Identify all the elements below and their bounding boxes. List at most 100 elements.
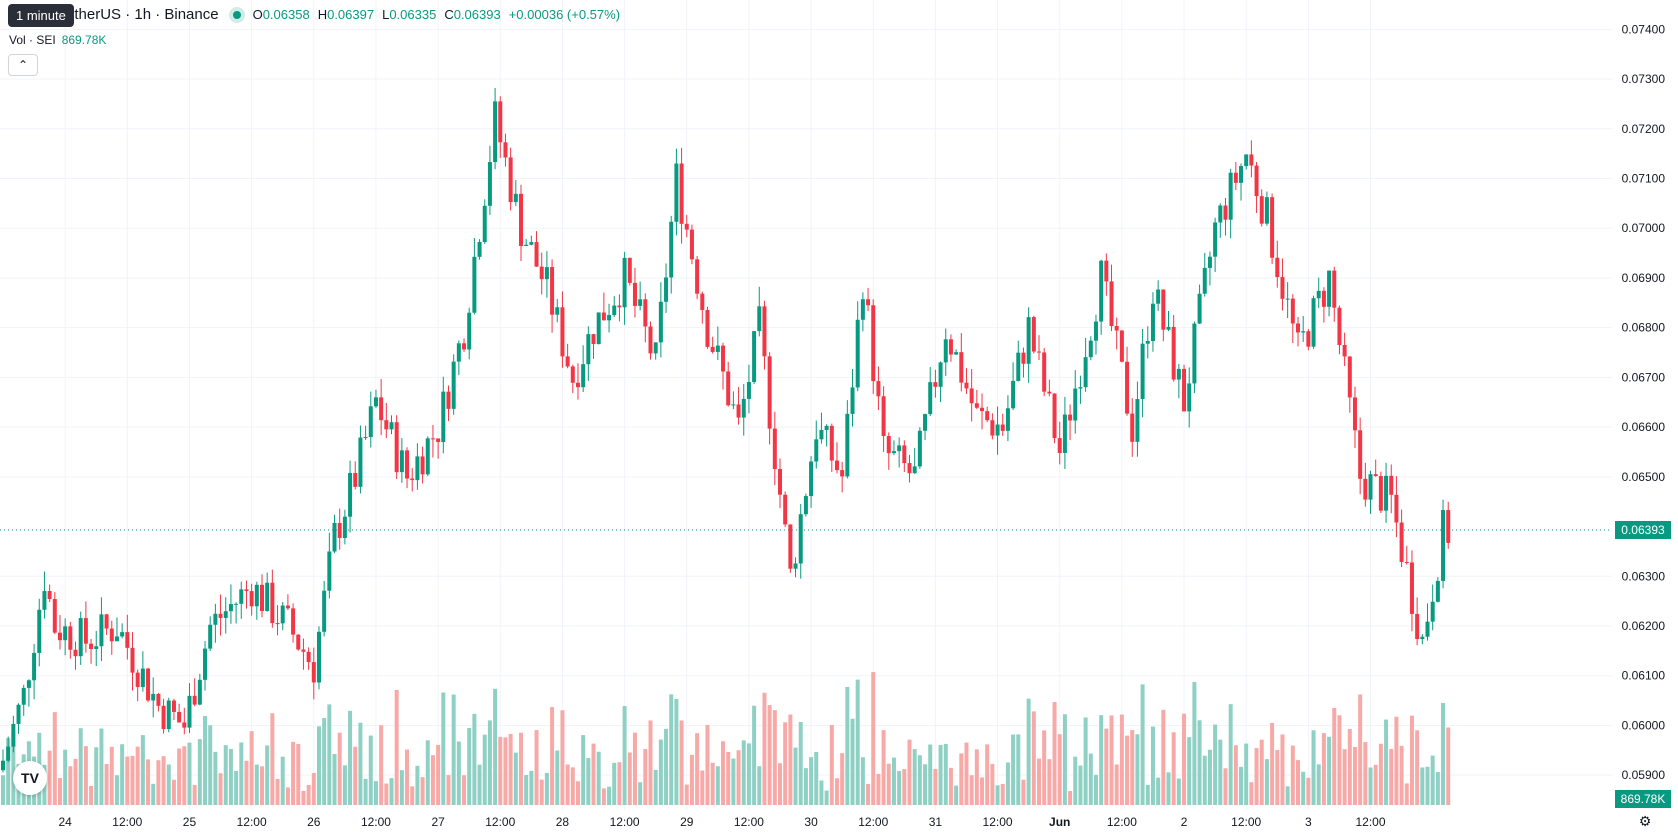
candle-body (529, 242, 534, 245)
volume-bar (876, 773, 881, 805)
volume-bar (1435, 772, 1440, 805)
volume-bar (612, 762, 617, 805)
volume-bar (1352, 746, 1357, 805)
volume-bar (1166, 772, 1171, 805)
candle-body (1140, 343, 1145, 400)
low-value: 0.06335 (389, 7, 437, 22)
volume-legend[interactable]: Vol · SEI 869.78K (9, 33, 106, 47)
volume-bar (6, 738, 11, 805)
symbol-title[interactable]: etherUS · 1h · Binance (66, 6, 219, 23)
candle-body (405, 450, 410, 479)
candle-body (1358, 430, 1363, 479)
candle-body (399, 450, 404, 473)
volume-bar (684, 784, 689, 805)
price-tick-label: 0.06700 (1622, 370, 1666, 384)
volume-bar (1280, 734, 1285, 805)
collapse-legend-button[interactable]: ⌃ (8, 54, 38, 76)
volume-bar (1327, 736, 1332, 805)
price-tick-label: 0.07400 (1622, 22, 1666, 36)
volume-bar (741, 740, 746, 805)
candle-body (933, 382, 938, 387)
volume-bar (1420, 767, 1425, 805)
volume-bar (1233, 745, 1238, 805)
candle-body (664, 277, 669, 302)
volume-bar (384, 783, 389, 805)
time-tick-label: 12:00 (983, 815, 1013, 829)
candle-body (420, 456, 425, 475)
volume-bar (648, 720, 653, 805)
volume-bar (959, 753, 964, 805)
volume-bar (311, 772, 316, 805)
candle-body (161, 705, 166, 730)
volume-bar (1, 775, 5, 805)
volume-bar (980, 777, 985, 805)
symbol-legend[interactable]: etherUS · 1h · Binance O 0.06358 H 0.06397… (8, 6, 620, 23)
volume-bar (503, 737, 508, 805)
tradingview-logo-icon[interactable]: TV (13, 761, 47, 795)
volume-bar (1218, 739, 1223, 805)
candle-body (446, 391, 451, 409)
candle-body (570, 366, 575, 383)
candle-body (26, 680, 31, 688)
volume-bar (1161, 709, 1166, 805)
volume-bar (1062, 714, 1067, 805)
volume-bar (990, 763, 995, 805)
volume-bar (260, 766, 264, 805)
candle-body (73, 649, 78, 657)
volume-bar (969, 775, 974, 805)
candle-body (689, 229, 694, 260)
time-tick-label: 24 (58, 815, 72, 829)
settings-gear-icon[interactable]: ⚙ (1638, 813, 1652, 829)
volume-bar (762, 692, 767, 805)
volume-bar (156, 760, 161, 805)
candle-body (601, 312, 606, 321)
candle-body (1000, 424, 1005, 431)
volume-bar (1125, 735, 1130, 805)
time-tick-label: 27 (431, 815, 445, 829)
candle-body (1011, 380, 1016, 409)
volume-bar (643, 749, 648, 805)
candle-body (415, 456, 420, 481)
volume-bar (166, 764, 171, 805)
candle-body (239, 589, 244, 604)
candle-body (389, 422, 394, 430)
candle-body (964, 382, 969, 389)
candle-body (373, 397, 378, 407)
volume-bar (472, 713, 477, 805)
last-price-label: 0.06393 (1615, 521, 1671, 540)
chevron-up-icon: ⌃ (17, 58, 29, 72)
candle-body (135, 672, 140, 688)
price-tick-label: 0.05900 (1622, 768, 1666, 782)
volume-bar (778, 763, 782, 805)
close-label: C (444, 7, 454, 22)
candle-body (1068, 414, 1073, 421)
candle-body (1135, 399, 1140, 442)
volume-bar (891, 757, 896, 805)
volume-bar (902, 769, 907, 805)
candle-body (358, 437, 363, 487)
volume-bar (1000, 783, 1005, 805)
candle-body (1249, 154, 1254, 166)
volume-bar (767, 705, 772, 805)
candle-body (1327, 270, 1332, 307)
candle-body (721, 345, 726, 372)
volume-bar (1368, 767, 1373, 805)
volume-bar (1249, 782, 1254, 805)
candle-body (1150, 303, 1155, 342)
price-axis[interactable]: 0.07400 0.07300 0.07200 0.07100 0.07000 0.069… (1622, 22, 1666, 782)
candle-body (11, 723, 16, 747)
change-value: +0.00036 (+0.57%) (508, 7, 621, 22)
volume-bar (788, 714, 793, 805)
volume-bar (1114, 764, 1119, 805)
candle-body (1161, 289, 1166, 330)
candle-body (1156, 289, 1161, 304)
time-axis[interactable]: 24 12:00 25 12:00 26 12:00 27 12:00 28 12:00 29 12:… (58, 815, 1385, 829)
candle-body (1207, 256, 1212, 268)
volume-bar (819, 780, 824, 805)
volume-bar (721, 741, 726, 805)
volume-bar (1259, 739, 1264, 805)
candle-body (1005, 408, 1010, 431)
candle-body (995, 424, 1000, 436)
candle-body (897, 445, 902, 452)
